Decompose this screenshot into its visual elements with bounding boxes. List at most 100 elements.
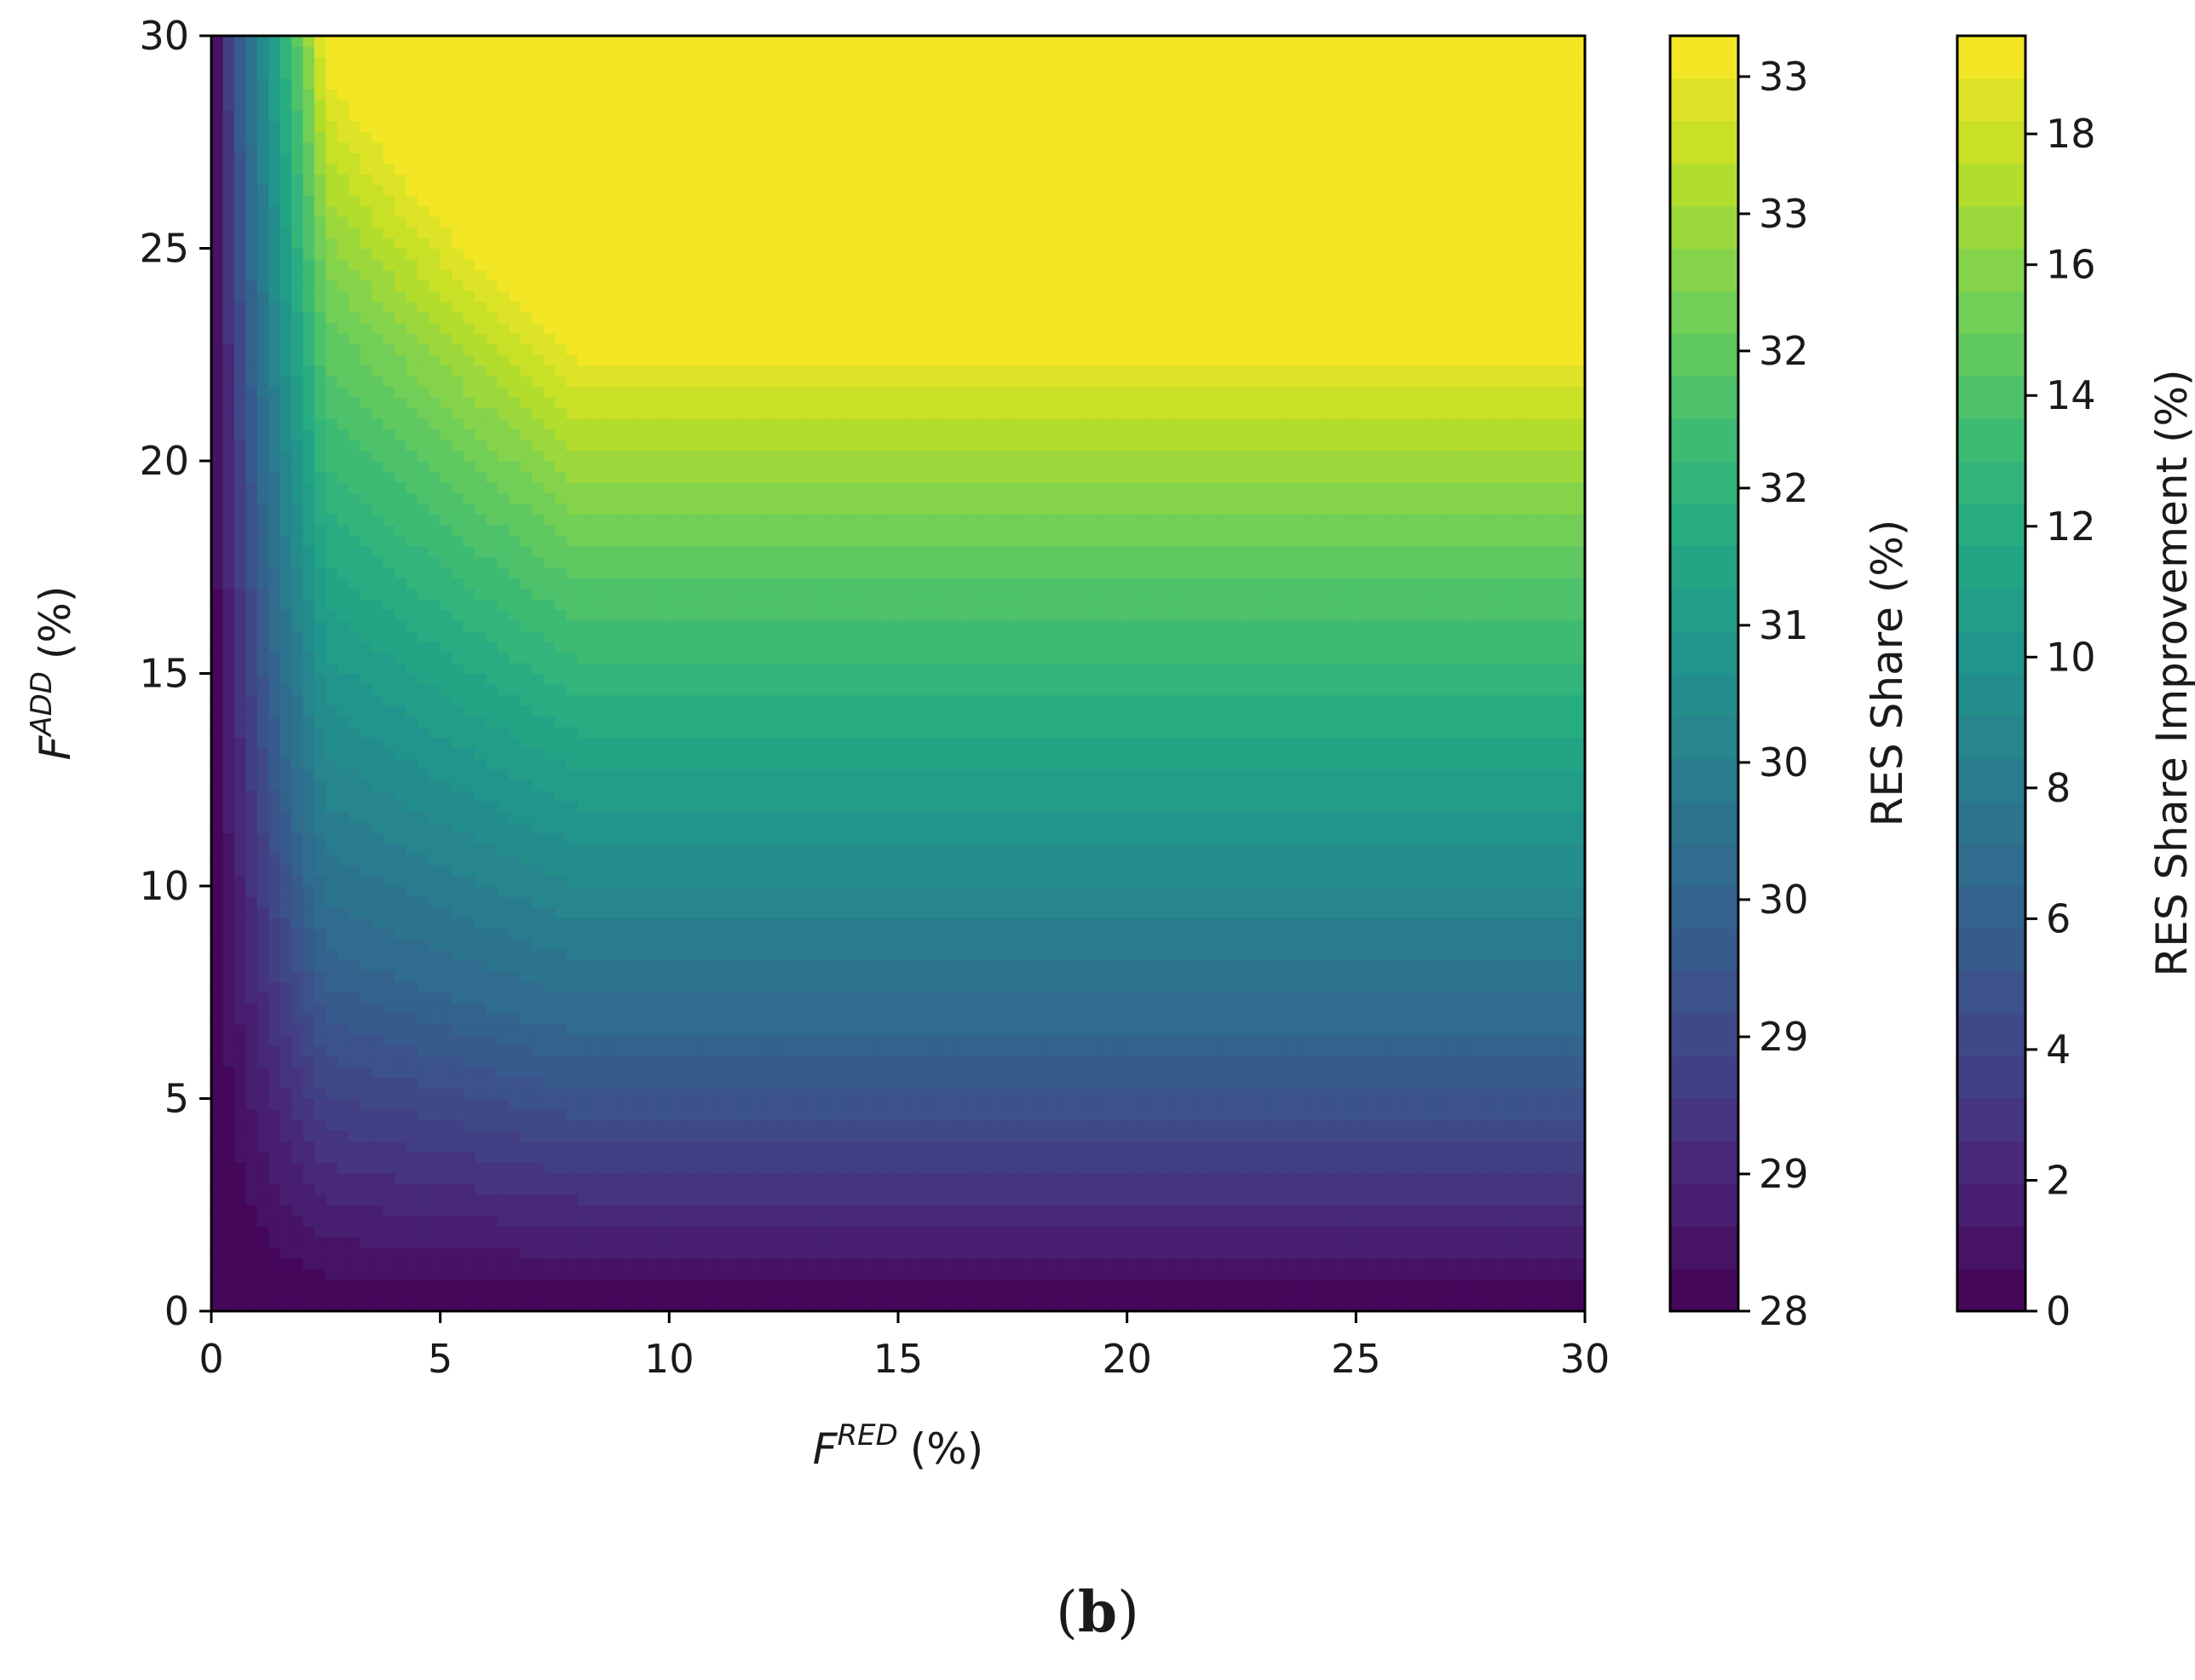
heatmap-cell [989, 1034, 1002, 1046]
heatmap-cell [635, 981, 648, 993]
heatmap-cell [1413, 1247, 1426, 1259]
heatmap-cell [440, 1236, 452, 1248]
heatmap-cell [680, 1003, 693, 1015]
heatmap-cell [1058, 1024, 1071, 1036]
heatmap-cell [291, 1024, 304, 1036]
heatmap-cell [909, 928, 922, 940]
heatmap-cell [509, 981, 521, 993]
heatmap-cell [1402, 1003, 1414, 1015]
heatmap-cell [1207, 1056, 1219, 1067]
heatmap-cell [1276, 1290, 1288, 1302]
heatmap-cell [577, 1194, 590, 1205]
heatmap-cell [589, 949, 602, 961]
heatmap-cell [1402, 906, 1414, 919]
heatmap-cell [429, 1290, 441, 1302]
heatmap-cell [1276, 1162, 1288, 1174]
heatmap-cell [1367, 1300, 1380, 1311]
heatmap-cell [1115, 970, 1128, 982]
heatmap-cell [1264, 1130, 1276, 1142]
heatmap-cell [1402, 1077, 1414, 1089]
heatmap-cell [372, 928, 384, 940]
heatmap-cell [349, 1226, 361, 1238]
heatmap-cell [1138, 1257, 1151, 1269]
heatmap-cell [532, 1236, 544, 1248]
heatmap-cell [1573, 1247, 1585, 1259]
heatmap-cell [497, 1226, 510, 1238]
heatmap-cell [211, 1013, 224, 1025]
heatmap-cell [1092, 865, 1105, 877]
heatmap-cell [1527, 906, 1540, 919]
heatmap-cell [966, 896, 979, 908]
heatmap-cell [1367, 875, 1380, 887]
heatmap-cell [1550, 1003, 1563, 1015]
heatmap-cell [1023, 970, 1036, 982]
heatmap-cell [715, 1279, 728, 1291]
heatmap-cell [486, 928, 498, 940]
heatmap-cell [932, 865, 945, 877]
heatmap-cell [1149, 1003, 1162, 1015]
heatmap-cell [1103, 981, 1116, 993]
heatmap-cell [372, 949, 384, 961]
heatmap-cell [600, 918, 613, 929]
heatmap-cell [943, 1034, 956, 1046]
heatmap-cell [1424, 1162, 1437, 1174]
heatmap-cell [1126, 939, 1139, 951]
heatmap-cell [337, 981, 349, 993]
heatmap-cell [394, 1290, 406, 1302]
heatmap-cell [657, 1247, 670, 1259]
heatmap-cell [566, 1119, 579, 1131]
heatmap-cell [955, 981, 968, 993]
heatmap-cell [1253, 1247, 1265, 1259]
heatmap-cell [989, 1024, 1002, 1036]
heatmap-cell [1482, 1215, 1495, 1227]
heatmap-cell [1069, 1269, 1082, 1280]
heatmap-cell [886, 1236, 899, 1248]
heatmap-cell [920, 992, 933, 1004]
heatmap-cell [1149, 1257, 1162, 1269]
heatmap-cell [920, 1067, 933, 1079]
heatmap-cell [520, 1003, 533, 1015]
heatmap-cell [1184, 1088, 1196, 1100]
heatmap-cell [474, 1034, 487, 1046]
heatmap-cell [1344, 1151, 1357, 1163]
heatmap-cell [417, 1098, 429, 1110]
heatmap-cell [886, 1269, 899, 1280]
heatmap-cell [1069, 1257, 1082, 1269]
heatmap-cell [1504, 1226, 1517, 1238]
heatmap-cell [1046, 970, 1059, 982]
heatmap-cell [245, 928, 258, 940]
heatmap-cell [486, 1194, 498, 1205]
heatmap-cell [1023, 896, 1036, 908]
heatmap-cell [1012, 886, 1025, 898]
heatmap-cell [692, 1034, 705, 1046]
heatmap-cell [692, 1088, 705, 1100]
heatmap-cell [1470, 1108, 1483, 1121]
heatmap-cell [1504, 960, 1517, 972]
heatmap-cell [497, 1151, 510, 1163]
heatmap-cell [1138, 992, 1151, 1004]
heatmap-cell [1413, 1003, 1426, 1015]
heatmap-cell [555, 928, 567, 940]
heatmap-cell [440, 1108, 452, 1121]
heatmap-cell [543, 1119, 556, 1131]
heatmap-cell [1092, 992, 1105, 1004]
heatmap-cell [1000, 1269, 1013, 1280]
heatmap-cell [1092, 1045, 1105, 1057]
heatmap-cell [1402, 1205, 1414, 1217]
heatmap-cell [1493, 1141, 1506, 1153]
heatmap-cell [1482, 1003, 1495, 1015]
heatmap-cell [726, 1067, 739, 1079]
heatmap-cell [360, 1141, 372, 1153]
heatmap-cell [1115, 1045, 1128, 1057]
heatmap-cell [532, 1056, 544, 1067]
heatmap-cell [1539, 1194, 1552, 1205]
heatmap-cell [268, 981, 281, 993]
heatmap-cell [1092, 939, 1105, 951]
heatmap-cell [806, 1045, 819, 1057]
heatmap-cell [222, 992, 235, 1004]
heatmap-cell [1138, 1236, 1151, 1248]
heatmap-cell [1356, 1024, 1368, 1036]
heatmap-cell [943, 875, 956, 887]
heatmap-cell [1103, 1183, 1116, 1195]
heatmap-cell [623, 970, 636, 982]
